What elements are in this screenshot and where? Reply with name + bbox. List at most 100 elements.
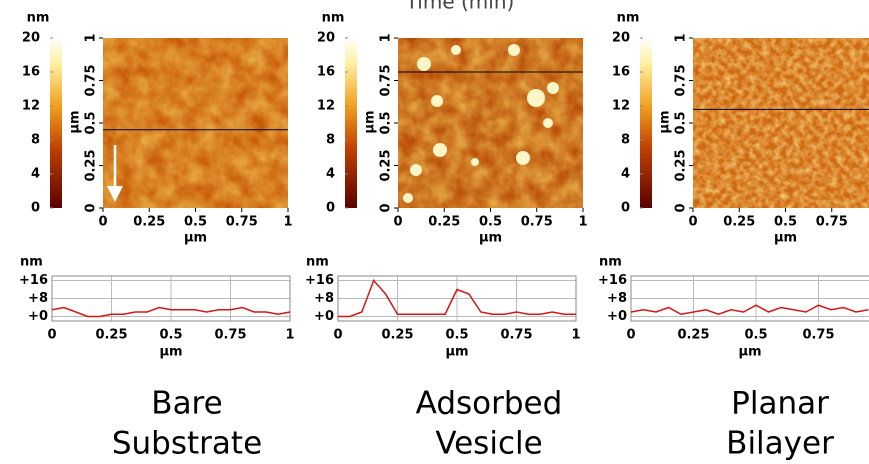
image-y-tick-label: 1: [84, 33, 99, 42]
profile-x-label: µm: [159, 345, 182, 360]
image-x-label: µm: [184, 231, 207, 246]
colorbar-unit: nm: [617, 11, 640, 26]
colorbar-tick-label: 16: [317, 65, 335, 80]
image-x-tick-label: 0.75: [226, 215, 258, 230]
profile-y-tick-label: +16: [19, 273, 48, 288]
header: Time (min): [405, 0, 515, 14]
profile-frame: [337, 275, 577, 322]
colorbar-tick-label: 12: [317, 99, 335, 114]
profile-x-tick-label: 0.75: [802, 328, 834, 343]
image-x-label: µm: [774, 231, 797, 246]
colorbar-tick-label: 20: [612, 31, 630, 46]
profile-x-tick-label: 0.5: [159, 328, 182, 343]
caption: Planar: [731, 386, 829, 422]
caption: Bare: [151, 386, 222, 422]
profile-y-tick-label: +8: [28, 291, 48, 306]
profile-y-tick-label: +0: [314, 309, 334, 324]
image-x-tick-label: 1: [578, 215, 587, 230]
profile-y-tick-label: +8: [314, 291, 334, 306]
colorbar: [345, 38, 357, 208]
profile-y-tick-label: +16: [305, 273, 334, 288]
image-x-tick-label: 0.25: [133, 215, 165, 230]
colorbar-tick-label: 4: [31, 167, 40, 182]
colorbar: [640, 38, 652, 208]
image-x-tick-label: 0.25: [428, 215, 460, 230]
image-x-tick-label: 0.5: [184, 215, 207, 230]
profile-y-tick-label: +16: [598, 273, 627, 288]
profile-unit: nm: [306, 255, 329, 270]
profile-y-tick-label: +0: [607, 309, 627, 324]
colorbar-tick-label: 4: [621, 167, 630, 182]
colorbar-tick-label: 0: [326, 201, 335, 216]
profile-x-tick-label: 0.75: [500, 328, 532, 343]
profile-x-tick-label: 0.25: [95, 328, 127, 343]
image-y-tick-label: 1: [379, 33, 394, 42]
caption: Vesicle: [435, 426, 542, 462]
image-x-label: µm: [479, 231, 502, 246]
image-x-tick-label: 0.5: [774, 215, 797, 230]
profile-x-tick-label: 0.25: [677, 328, 709, 343]
image-y-label: µm: [68, 110, 83, 133]
profile-y-tick-label: +8: [607, 291, 627, 306]
profile-x-tick-label: 0.5: [445, 328, 468, 343]
image-x-tick-label: 0.25: [723, 215, 755, 230]
profile-unit: nm: [20, 255, 43, 270]
image-y-tick-label: 0: [379, 203, 394, 212]
profile-x-label: µm: [738, 345, 761, 360]
image-x-tick-label: 0.5: [479, 215, 502, 230]
caption: Substrate: [112, 426, 262, 462]
profile-x-tick-label: 0: [333, 328, 342, 343]
image-y-tick-label: 0.75: [674, 64, 689, 96]
colorbar-unit: nm: [322, 11, 345, 26]
profile-x-tick-label: 0.25: [381, 328, 413, 343]
profile-x-tick-label: 0: [626, 328, 635, 343]
image-y-tick-label: 0.75: [379, 64, 394, 96]
image-y-label: µm: [363, 110, 378, 133]
colorbar-tick-label: 16: [22, 65, 40, 80]
image-y-label: µm: [658, 110, 673, 133]
colorbar-unit: nm: [27, 11, 50, 26]
profile-x-tick-label: 1: [285, 328, 294, 343]
profile-x-tick-label: 0: [47, 328, 56, 343]
image-x-tick-label: 1: [283, 215, 292, 230]
colorbar-tick-label: 4: [326, 167, 335, 182]
profile-unit: nm: [599, 255, 622, 270]
colorbar-tick-label: 20: [317, 31, 335, 46]
colorbar-tick-label: 12: [22, 99, 40, 114]
profile-x-label: µm: [445, 345, 468, 360]
image-y-tick-label: 0.75: [84, 64, 99, 96]
profile-x-tick-label: 0.5: [744, 328, 767, 343]
profile-frame: [630, 275, 869, 322]
colorbar-tick-label: 0: [621, 201, 630, 216]
image-y-tick-label: 0.5: [379, 111, 394, 134]
image-x-tick-label: 0.75: [816, 215, 848, 230]
caption: Adsorbed: [416, 386, 563, 422]
profile-x-tick-label: 0.75: [214, 328, 246, 343]
colorbar-tick-label: 8: [621, 133, 630, 148]
profile-line: [51, 306, 291, 318]
image-y-tick-label: 0: [84, 203, 99, 212]
colorbar-tick-label: 0: [31, 201, 40, 216]
colorbar: [50, 38, 62, 208]
colorbar-tick-label: 8: [31, 133, 40, 148]
image-x-tick-label: 0: [393, 215, 402, 230]
image-y-tick-label: 0.5: [84, 111, 99, 134]
image-y-tick-label: 0: [674, 203, 689, 212]
profile-x-tick-label: 1: [571, 328, 580, 343]
profile-frame: [51, 275, 291, 322]
image-y-tick-label: 1: [674, 33, 689, 42]
colorbar-tick-label: 16: [612, 65, 630, 80]
image-x-tick-label: 0.75: [521, 215, 553, 230]
afm-image: [103, 38, 869, 208]
image-x-tick-label: 0: [688, 215, 697, 230]
image-y-tick-label: 0.25: [674, 149, 689, 181]
image-y-tick-label: 0.25: [84, 149, 99, 181]
profile-line: [630, 304, 869, 316]
colorbar-tick-label: 12: [612, 99, 630, 114]
colorbar-tick-label: 8: [326, 133, 335, 148]
profile-line: [338, 279, 576, 318]
caption: Bilayer: [726, 426, 834, 462]
colorbar-tick-label: 20: [22, 31, 40, 46]
